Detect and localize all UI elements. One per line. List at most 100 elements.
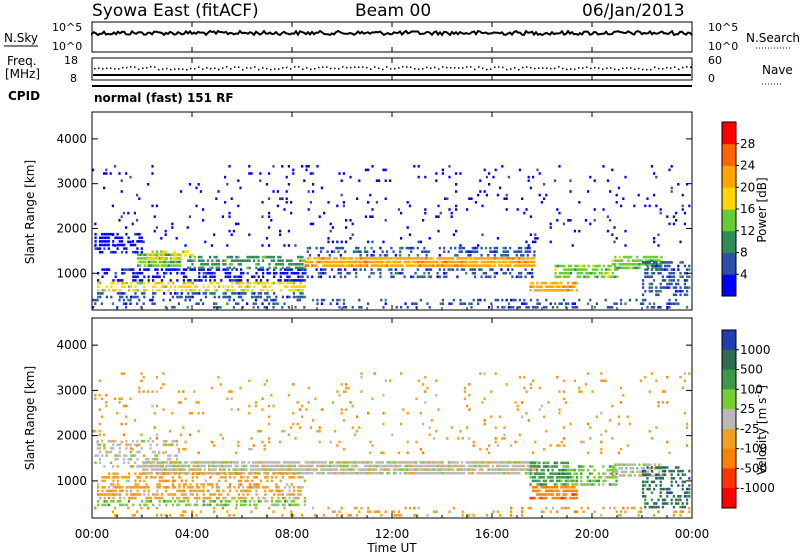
heatmap-cell	[445, 271, 448, 275]
heatmap-cell	[494, 426, 497, 429]
heatmap-cell	[517, 271, 521, 275]
heatmap-cell	[263, 461, 266, 464]
heatmap-cell	[569, 489, 572, 493]
heatmap-cell	[264, 489, 267, 493]
heatmap-cell	[269, 464, 272, 468]
heatmap-cell	[281, 493, 284, 496]
heatmap-cell	[569, 264, 573, 268]
heatmap-cell	[445, 471, 448, 475]
heatmap-cell	[101, 292, 104, 295]
heatmap-cell	[605, 268, 608, 271]
heatmap-cell	[580, 479, 583, 483]
heatmap-cell	[399, 471, 402, 475]
heatmap-cell	[600, 271, 603, 275]
heatmap-cell	[315, 257, 318, 260]
heatmap-cell	[472, 464, 475, 468]
heatmap-cell	[672, 286, 675, 289]
heatmap-cell	[272, 306, 275, 309]
heatmap-cell	[163, 264, 166, 267]
heatmap-cell	[268, 255, 271, 259]
heatmap-cell	[136, 439, 139, 443]
heatmap-cell	[364, 471, 367, 475]
heatmap-cell	[399, 264, 402, 267]
heatmap-cell	[675, 466, 678, 469]
heatmap-cell	[127, 486, 130, 489]
heatmap-cell	[481, 401, 484, 404]
heatmap-cell	[125, 268, 128, 271]
heatmap-cell	[390, 260, 393, 264]
heatmap-cell	[178, 503, 181, 507]
heatmap-cell	[292, 168, 295, 172]
heatmap-cell	[538, 302, 541, 305]
heatmap-cell	[245, 464, 248, 468]
heatmap-cell	[485, 461, 488, 464]
heatmap-cell	[189, 266, 192, 270]
heatmap-cell	[441, 461, 444, 464]
heatmap-cell	[120, 236, 124, 240]
heatmap-cell	[616, 259, 619, 262]
heatmap-cell	[229, 279, 232, 282]
heatmap-cell	[156, 260, 159, 264]
heatmap-cell	[339, 257, 342, 260]
heatmap-cell	[286, 279, 289, 282]
heatmap-cell	[226, 302, 229, 305]
nave-point	[310, 68, 312, 71]
nave-point	[298, 66, 300, 68]
heatmap-cell	[556, 306, 559, 309]
heatmap-cell	[346, 468, 349, 471]
heatmap-cell	[620, 204, 623, 208]
heatmap-cell	[97, 289, 100, 292]
y-tick-label: 4000	[56, 338, 87, 352]
heatmap-cell	[364, 461, 367, 464]
heatmap-cell	[425, 250, 428, 253]
heatmap-cell	[498, 257, 501, 260]
heatmap-cell	[204, 496, 207, 500]
heatmap-cell	[229, 289, 232, 292]
heatmap-cell	[675, 289, 678, 293]
heatmap-cell	[191, 254, 194, 257]
heatmap-cell	[555, 493, 559, 496]
heatmap-cell	[196, 483, 199, 486]
nave-point	[522, 66, 524, 69]
heatmap-cell	[661, 275, 664, 279]
heatmap-cell	[340, 506, 343, 510]
heatmap-cell	[686, 293, 689, 297]
heatmap-cell	[395, 306, 398, 309]
heatmap-cell	[653, 502, 656, 505]
heatmap-cell	[100, 397, 103, 401]
heatmap-cell	[487, 461, 490, 464]
heatmap-cell	[679, 514, 682, 517]
heatmap-cell	[138, 271, 141, 275]
heatmap-cell	[515, 264, 518, 267]
heatmap-cell	[531, 465, 534, 468]
heatmap-cell	[575, 476, 578, 479]
heatmap-cell	[123, 271, 126, 275]
heatmap-cell	[642, 261, 645, 264]
heatmap-cell	[127, 289, 130, 292]
heatmap-cell	[361, 260, 364, 264]
heatmap-cell	[651, 474, 654, 477]
heatmap-cell	[450, 302, 453, 305]
heatmap-cell	[417, 240, 420, 244]
heatmap-cell	[111, 510, 114, 513]
heatmap-cell	[164, 439, 168, 443]
heatmap-cell	[268, 266, 271, 270]
heatmap-cell	[677, 302, 680, 305]
heatmap-cell	[257, 255, 260, 259]
heatmap-cell	[369, 451, 372, 455]
heatmap-cell	[459, 244, 462, 247]
heatmap-cell	[292, 500, 295, 503]
heatmap-cell	[587, 506, 590, 510]
heatmap-cell	[255, 271, 258, 275]
heatmap-cell	[118, 401, 121, 404]
heatmap-cell	[98, 240, 102, 243]
heatmap-cell	[587, 271, 590, 275]
heatmap-cell	[359, 268, 362, 271]
heatmap-cell	[342, 464, 345, 468]
heatmap-cell	[551, 468, 554, 472]
heatmap-cell	[571, 483, 574, 486]
heatmap-cell	[429, 257, 433, 260]
heatmap-cell	[407, 260, 411, 264]
heatmap-cell	[292, 422, 295, 426]
heatmap-cell	[672, 505, 675, 509]
